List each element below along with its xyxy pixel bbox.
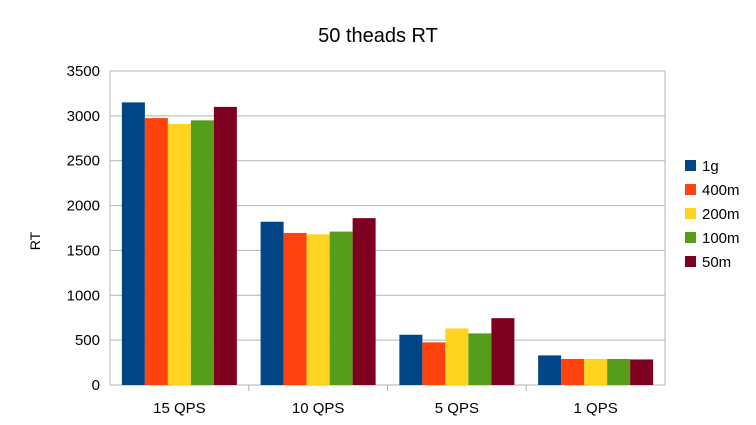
y-tick-label: 500: [75, 332, 100, 349]
y-tick-label: 2500: [67, 153, 100, 170]
legend-label: 1g: [702, 158, 719, 175]
legend: 1g 400m 200m 100m 50m: [685, 158, 740, 271]
x-tick-label: 5 QPS: [435, 400, 479, 417]
y-axis-label: RT: [27, 231, 43, 250]
bar-1g-3: [538, 355, 562, 385]
y-tick-label: 3500: [67, 63, 100, 80]
bar-100m-1: [329, 231, 353, 385]
bar-400m-2: [422, 342, 446, 385]
y-tick-labels: 0 500 1000 1500 2000 2500 3000 3500: [67, 63, 100, 394]
bar-400m-0: [144, 118, 168, 385]
bar-1g-2: [399, 334, 423, 385]
bars: [121, 102, 654, 386]
legend-swatch: [685, 160, 696, 171]
bar-400m-3: [561, 358, 585, 385]
bar-50m-3: [630, 359, 654, 385]
bar-1g-0: [121, 102, 145, 386]
x-tick-label: 15 QPS: [153, 400, 206, 417]
y-tick-label: 1000: [67, 287, 100, 304]
chart-title: 50 theads RT: [318, 25, 438, 47]
bar-1g-1: [260, 221, 284, 385]
x-tick-label: 10 QPS: [292, 400, 345, 417]
bar-200m-3: [584, 358, 608, 385]
x-tick-label: 1 QPS: [574, 400, 618, 417]
y-tick-label: 2000: [67, 198, 100, 215]
y-tick-label: 3000: [67, 108, 100, 125]
bar-50m-1: [352, 218, 376, 385]
x-tick-labels: 15 QPS 10 QPS 5 QPS 1 QPS: [153, 400, 618, 417]
legend-swatch: [685, 184, 696, 195]
bar-200m-2: [445, 328, 469, 385]
legend-label: 400m: [702, 182, 740, 199]
legend-label: 100m: [702, 230, 740, 247]
bar-100m-0: [190, 120, 214, 385]
bar-50m-2: [491, 318, 515, 385]
bar-50m-0: [213, 106, 237, 385]
y-tick-label: 1500: [67, 242, 100, 259]
bar-200m-0: [167, 123, 191, 385]
bar-100m-3: [607, 358, 631, 385]
bar-200m-1: [306, 234, 330, 385]
y-tick-label: 0: [92, 377, 100, 394]
bar-100m-2: [468, 333, 492, 385]
legend-swatch: [685, 256, 696, 267]
bar-400m-1: [283, 232, 307, 385]
legend-swatch: [685, 208, 696, 219]
legend-label: 200m: [702, 206, 740, 223]
legend-swatch: [685, 232, 696, 243]
legend-label: 50m: [702, 254, 731, 271]
